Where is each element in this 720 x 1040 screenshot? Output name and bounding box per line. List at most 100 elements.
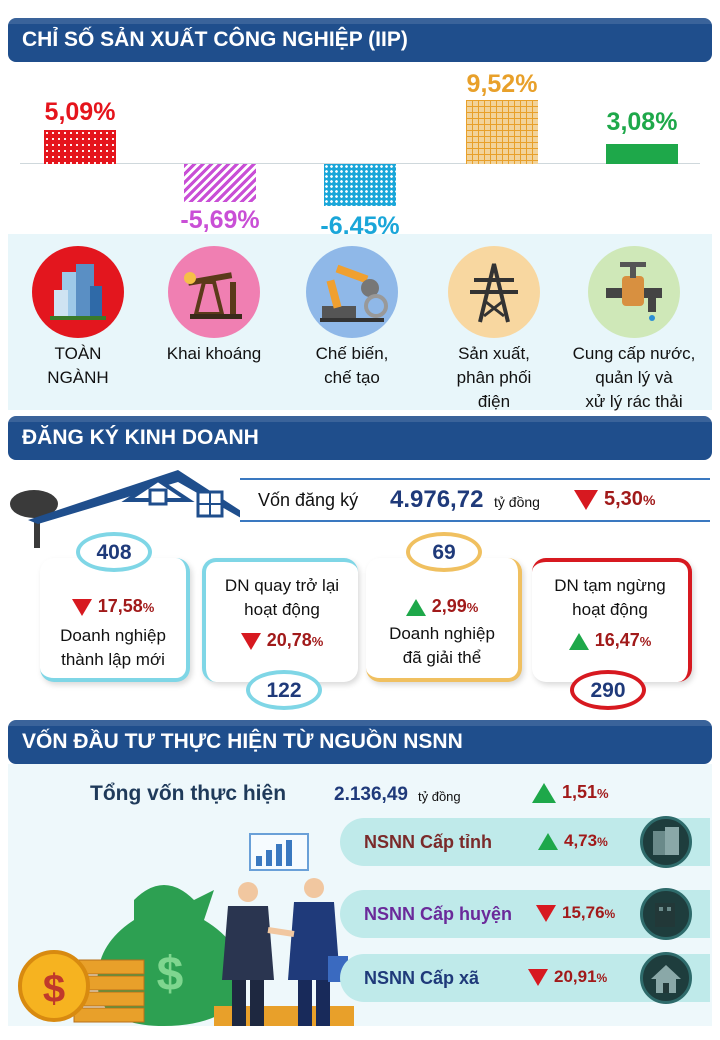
oil-pump-icon — [168, 246, 260, 338]
card-change: 2,99% — [366, 596, 518, 617]
bar-value-nuoc: 3,08% — [606, 108, 678, 136]
up-arrow-icon — [568, 632, 589, 650]
bar-value-khai-khoang: -5,69% — [180, 206, 260, 234]
percent-sign: % — [597, 786, 609, 801]
row-label: NSNN Cấp huyện — [364, 904, 513, 924]
sector-label-line: chế tạo — [324, 368, 380, 387]
card-change-value: 16,47 — [594, 630, 640, 650]
card-label: DN quay trở lại hoạt động — [206, 574, 358, 622]
count-badge: 122 — [246, 670, 322, 710]
row-change-value: 20,91 — [554, 967, 597, 986]
investment-illustration: $ $ — [14, 830, 354, 1026]
sector-label-nuoc: Cung cấp nước, quản lý và xử lý rác thải — [559, 342, 709, 414]
total-value: 2.136,49 — [334, 784, 408, 805]
row-change-value: 4,73 — [564, 831, 598, 850]
sector-label-line: NGÀNH — [47, 368, 109, 387]
power-tower-icon — [448, 246, 540, 338]
house-icon — [640, 952, 692, 1004]
bar-che-bien — [324, 164, 396, 206]
card-label-line: DN tạm ngừng — [554, 576, 666, 595]
percent-sign: % — [639, 634, 652, 649]
svg-text:$: $ — [43, 967, 65, 1011]
robot-arm-icon — [306, 246, 398, 338]
total-unit: tỷ đồng — [418, 789, 461, 804]
percent-sign: % — [642, 492, 656, 508]
card-label-line: hoạt động — [572, 600, 648, 619]
row-label: NSNN Cấp tỉnh — [364, 832, 492, 852]
percent-sign: % — [596, 971, 608, 985]
card-change: 17,58% — [40, 596, 186, 617]
water-tap-icon — [588, 246, 680, 338]
sector-label-line: Sản xuất, — [458, 344, 530, 363]
card-dissolved-business: 69 2,99% Doanh nghiệp đã giải thể — [366, 532, 522, 682]
down-arrow-icon — [536, 905, 556, 923]
card-change: 16,47% — [532, 630, 688, 651]
total-change-value: 1,51 — [562, 782, 598, 802]
total-label: Tổng vốn thực hiện — [90, 782, 287, 805]
card-new-business: 408 17,58% Doanh nghiệp thành lập mới — [40, 532, 190, 682]
row-change: 15,76% — [536, 903, 615, 923]
row-change-value: 15,76 — [562, 903, 605, 922]
sector-label-line: xử lý rác thải — [585, 392, 683, 411]
count-badge: 408 — [76, 532, 152, 572]
sector-label-line: phân phối — [456, 368, 532, 387]
capital-unit: tỷ đồng — [494, 494, 540, 510]
count-badge: 69 — [406, 532, 482, 572]
card-label-line: hoạt động — [244, 600, 320, 619]
card-change-value: 2,99 — [431, 596, 467, 616]
bar-nuoc — [606, 144, 678, 164]
card-returned-business: DN quay trở lại hoạt động 20,78% 122 — [202, 558, 358, 710]
total-change: 1,51% — [532, 782, 609, 804]
svg-text:$: $ — [157, 948, 184, 1001]
chart-baseline — [20, 163, 700, 164]
card-label-line: Doanh nghiệp — [60, 626, 166, 645]
card-change: 20,78% — [206, 630, 358, 651]
sector-panel: TOÀN NGÀNH Khai khoáng Chế biến, chế tạo — [8, 234, 712, 411]
row-change: 4,73% — [538, 831, 608, 851]
sector-label-che-bien: Chế biến, chế tạo — [277, 342, 427, 390]
card-label-line: Doanh nghiệp — [389, 624, 495, 643]
up-arrow-icon — [532, 783, 556, 804]
sector-label-toan-nganh: TOÀN NGÀNH — [3, 342, 153, 390]
capital-value: 4.976,72 — [390, 486, 484, 513]
down-arrow-icon — [574, 489, 598, 510]
sector-label-line: TOÀN — [54, 344, 102, 363]
sector-label-line: điện — [477, 392, 511, 411]
sector-label-line: Khai khoáng — [166, 344, 262, 363]
city-buildings-icon — [32, 246, 124, 338]
percent-sign: % — [604, 907, 616, 921]
iip-section-title: CHỈ SỐ SẢN XUẤT CÔNG NGHIỆP (IIP) — [8, 18, 712, 62]
card-change-value: 20,78 — [266, 630, 312, 650]
percent-sign: % — [311, 634, 324, 649]
percent-sign: % — [466, 600, 479, 615]
down-arrow-icon — [528, 969, 548, 987]
up-arrow-icon — [405, 598, 426, 616]
bar-dien — [466, 100, 538, 164]
building-icon — [640, 816, 692, 868]
card-label-line: DN quay trở lại — [224, 576, 340, 595]
row-change: 20,91% — [528, 967, 607, 987]
sector-label-khai-khoang: Khai khoáng — [139, 342, 289, 366]
sector-label-line: Chế biến, — [315, 344, 389, 363]
bar-toan-nganh — [44, 130, 116, 164]
down-arrow-icon — [71, 598, 92, 616]
iip-bar-chart: 5,09% -5,69% -6,45% 9,52% 3,08% — [0, 62, 720, 240]
card-label: DN tạm ngừng hoạt động — [532, 574, 688, 622]
house-illustration — [8, 460, 338, 556]
sector-label-dien: Sản xuất, phân phối điện — [419, 342, 569, 414]
total-row: Tổng vốn thực hiện 2.136,49 tỷ đồng 1,51… — [8, 776, 712, 812]
percent-sign: % — [142, 600, 155, 615]
capital-row: Vốn đăng ký 4.976,72 tỷ đồng 5,30% — [240, 478, 710, 522]
down-arrow-icon — [240, 632, 261, 650]
card-change-value: 17,58 — [97, 596, 143, 616]
card-suspended-business: DN tạm ngừng hoạt động 16,47% 290 — [532, 558, 692, 710]
capital-change-value: 5,30 — [604, 488, 643, 510]
bar-value-dien: 9,52% — [466, 70, 538, 98]
up-arrow-icon — [538, 833, 558, 851]
card-label-line: đã giải thể — [402, 648, 482, 667]
card-label: Doanh nghiệp đã giải thể — [366, 622, 518, 670]
row-label: NSNN Cấp xã — [364, 968, 480, 988]
card-label: Doanh nghiệp thành lập mới — [40, 624, 186, 672]
percent-sign: % — [597, 835, 608, 849]
bar-value-toan-nganh: 5,09% — [44, 98, 116, 126]
